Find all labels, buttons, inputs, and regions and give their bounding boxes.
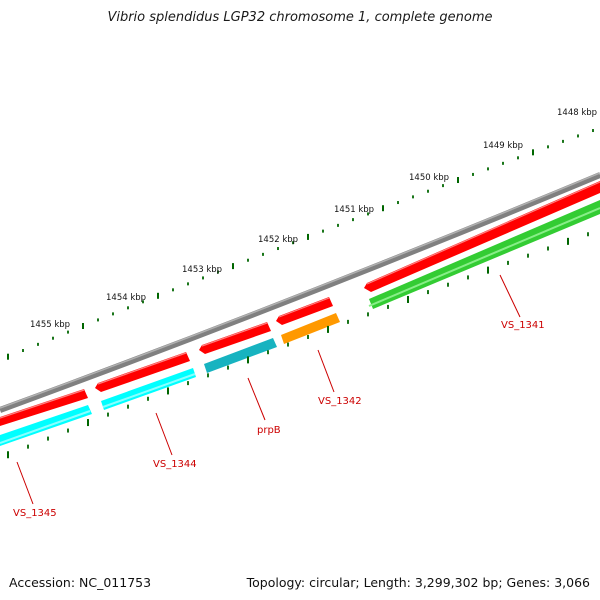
cds-forward-4[interactable]: [276, 297, 333, 325]
map-title: Vibrio splendidus LGP32 chromosome 1, co…: [107, 10, 493, 25]
cds-forward-1[interactable]: [0, 389, 88, 426]
gene-label-vs1342[interactable]: VS_1342: [318, 396, 362, 407]
label-leaders: [16, 274, 521, 505]
ruler-label-1449: 1449 kbp: [483, 141, 523, 151]
product-features: [0, 200, 600, 446]
genome-summary-text: Topology: circular; Length: 3,299,302 bp…: [246, 575, 590, 590]
gene-label-vs1341[interactable]: VS_1341: [501, 320, 545, 331]
ruler-label-1448: 1448 kbp: [557, 108, 597, 118]
backbone-highlight: [0, 172, 600, 409]
ruler-label-1453: 1453 kbp: [182, 265, 222, 275]
gene-labels: VS_1341 VS_1342 prpB VS_1344 VS_1345: [13, 320, 545, 519]
feature-vs1342-orange[interactable]: [281, 313, 340, 344]
feature-prpb-teal[interactable]: [204, 338, 277, 373]
gene-label-vs1344[interactable]: VS_1344: [153, 459, 197, 470]
ruler-label-1455: 1455 kbp: [30, 320, 70, 330]
cds-forward-5[interactable]: [364, 181, 600, 292]
ruler-labels: 1448 kbp 1449 kbp 1450 kbp 1451 kbp 1452…: [30, 108, 597, 330]
cds-forward-2[interactable]: [95, 352, 190, 392]
inner-scale-ticks: [7, 232, 589, 459]
backbone-track: [0, 172, 600, 413]
ruler-label-1454: 1454 kbp: [106, 293, 146, 303]
ruler-label-1451: 1451 kbp: [334, 205, 374, 215]
accession-text: Accession: NC_011753: [9, 575, 152, 590]
ruler-label-1450: 1450 kbp: [409, 173, 449, 183]
ruler-label-1452: 1452 kbp: [258, 235, 298, 245]
gene-label-vs1345[interactable]: VS_1345: [13, 508, 57, 519]
forward-strand-features: [0, 181, 600, 426]
cds-forward-3[interactable]: [199, 322, 271, 354]
gene-label-prpb[interactable]: prpB: [257, 425, 281, 436]
ruler-ticks: [7, 129, 594, 360]
